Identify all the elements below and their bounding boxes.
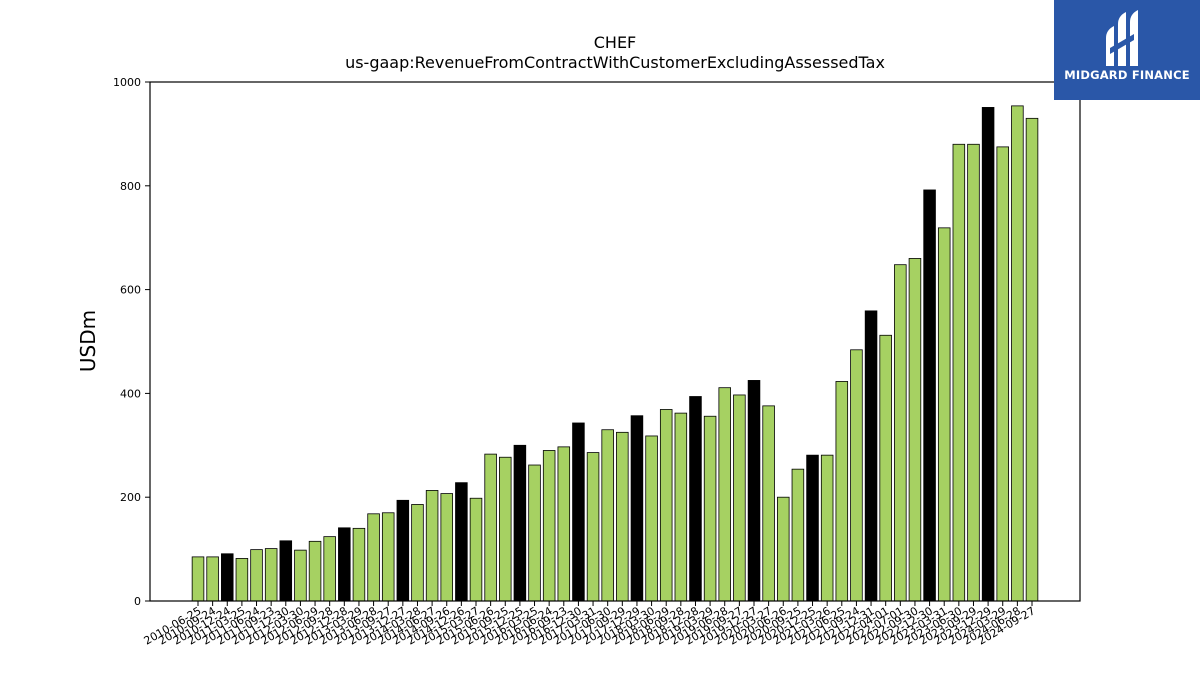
bar-2012-09-28 [323, 536, 336, 602]
bar-2019-12-27 [747, 380, 761, 602]
bar-2017-09-29 [616, 431, 629, 602]
bar-2017-06-30 [601, 429, 614, 602]
bar-2021-06-25 [835, 381, 849, 602]
bar-2010-09-24 [206, 556, 219, 602]
bar-2015-03-27 [469, 497, 483, 602]
bar-2023-06-30 [952, 143, 966, 602]
bar-2019-09-27 [733, 394, 746, 602]
brand-mark-icon [1106, 10, 1138, 66]
bar-2016-09-23 [557, 446, 571, 602]
brand-logo: MIDGARD FINANCE [1054, 0, 1200, 100]
bar-2018-09-28 [674, 412, 688, 602]
bar-2012-06-29 [308, 540, 322, 602]
bar-2013-06-28 [367, 513, 380, 602]
bar-2013-03-29 [352, 527, 366, 602]
bar-2023-12-29 [981, 107, 995, 602]
bar-2021-03-26 [820, 454, 834, 602]
y-tick-label: 1000 [113, 76, 141, 89]
x-axis: 2010-06-252010-09-242010-12-242011-03-25… [142, 601, 1038, 648]
y-axis: 0 200 400 600 800 1000 [113, 76, 150, 608]
bar-2016-06-24 [542, 450, 556, 602]
chart-title: CHEF [594, 33, 637, 52]
bar-2020-09-25 [791, 468, 805, 602]
bar-2020-12-25 [806, 454, 819, 602]
bar-2018-06-29 [659, 409, 673, 602]
y-tick-label: 600 [120, 284, 141, 297]
bar-2019-03-29 [703, 415, 717, 602]
bar-2014-09-26 [440, 493, 453, 602]
chart-subtitle: us-gaap:RevenueFromContractWithCustomerE… [345, 53, 885, 72]
bar-2020-06-26 [777, 496, 790, 602]
y-tick-label: 800 [120, 180, 141, 193]
brand-name: MIDGARD FINANCE [1064, 68, 1190, 82]
bar-2024-06-28 [1011, 105, 1024, 602]
y-tick-label: 200 [120, 491, 141, 504]
bar-2015-09-25 [499, 456, 512, 602]
bar-2011-09-23 [264, 548, 278, 602]
bar-2022-09-30 [908, 258, 922, 602]
bar-2014-06-27 [425, 490, 439, 602]
bar-2011-06-24 [250, 549, 263, 602]
bar-2016-12-30 [572, 422, 585, 602]
bar-2018-03-30 [645, 435, 658, 602]
bar-2013-12-27 [396, 499, 410, 602]
y-tick-label: 400 [120, 387, 141, 400]
bar-2022-12-30 [923, 189, 936, 602]
bar-2015-06-26 [484, 453, 497, 602]
bar-2014-12-26 [455, 482, 468, 602]
bar-2010-06-25 [191, 556, 205, 602]
bar-2017-03-31 [586, 452, 600, 602]
bar-2013-09-27 [381, 512, 395, 602]
bar-2022-07-01 [894, 264, 907, 602]
bar-2023-03-31 [937, 227, 951, 602]
bar-2024-09-27 [1025, 117, 1039, 602]
bar-2020-03-27 [762, 405, 775, 602]
bar-2010-12-24 [221, 553, 234, 602]
bars-group [191, 105, 1039, 602]
bar-2016-03-25 [528, 464, 541, 602]
bar-2024-03-29 [996, 146, 1009, 602]
bar-2014-03-28 [411, 504, 424, 602]
bar-2021-09-24 [850, 349, 863, 602]
bar-2017-12-29 [630, 415, 644, 602]
bar-2012-03-30 [294, 549, 307, 602]
y-tick-label: 0 [134, 595, 141, 608]
bar-2011-03-25 [235, 558, 249, 602]
bar-2022-04-01 [879, 334, 892, 602]
bar-2011-12-30 [279, 540, 293, 602]
bar-2018-12-28 [689, 396, 702, 602]
bar-2012-12-28 [338, 527, 351, 602]
bar-2021-12-31 [864, 310, 878, 602]
bar-2015-12-25 [513, 444, 527, 602]
plot-frame [149, 81, 1081, 602]
bar-2023-09-29 [967, 143, 980, 602]
y-axis-label: USDm [76, 310, 100, 372]
bar-2019-06-28 [718, 387, 731, 602]
